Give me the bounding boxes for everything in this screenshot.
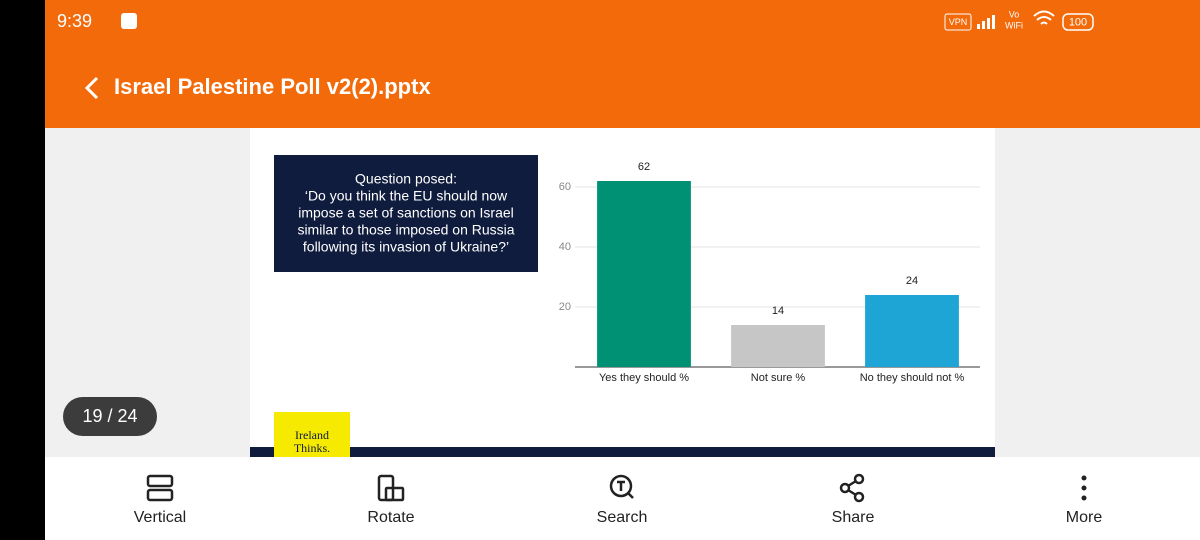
data-label: 14 xyxy=(772,305,784,317)
toolbar-button[interactable]: Share xyxy=(832,509,875,526)
page-indicator-text: 19 / 24 xyxy=(82,406,137,426)
logo-box xyxy=(274,412,350,457)
toolbar-button[interactable]: Rotate xyxy=(367,509,414,526)
toolbar xyxy=(45,457,1200,540)
question-box xyxy=(274,155,538,272)
question-line: similar to those imposed on Russia xyxy=(297,222,514,238)
vpn-badge xyxy=(944,13,972,31)
signal-icon xyxy=(977,15,995,29)
y-tick-label: 40 xyxy=(559,241,571,253)
wifi-icon xyxy=(1033,10,1055,25)
slide-footer-bar xyxy=(250,447,995,457)
chart: 20 40 60 Yes they should % 62 Not sure % 14 No … xyxy=(559,161,980,384)
logo-text: Ireland xyxy=(295,428,329,442)
status-icon xyxy=(121,13,137,29)
back-button[interactable] xyxy=(84,76,99,100)
y-tick-label: 20 xyxy=(559,301,571,313)
bar xyxy=(865,295,959,367)
status-time: 9:39 xyxy=(57,11,92,31)
vo-label: Vo xyxy=(1009,9,1020,19)
bar xyxy=(731,325,825,367)
y-tick-label: 60 xyxy=(559,181,571,193)
logo-text: Thinks. xyxy=(294,441,330,455)
more-icon xyxy=(1081,475,1087,501)
vpn-label: VPN xyxy=(949,17,968,27)
toolbar-icons xyxy=(146,473,865,503)
x-tick-label: Yes they should % xyxy=(599,372,689,384)
battery-icon xyxy=(1062,13,1094,31)
question-line: ‘Do you think the EU should now xyxy=(305,188,508,204)
question-line: impose a set of sanctions on Israel xyxy=(298,205,514,221)
battery-level: 100 xyxy=(1069,16,1087,28)
left-edge xyxy=(0,0,45,540)
app-header xyxy=(45,0,1200,128)
toolbar-button[interactable]: Vertical xyxy=(134,509,186,526)
wifi-label: WiFi xyxy=(1005,20,1023,30)
page-indicator xyxy=(63,397,157,436)
question-line: following its invasion of Ukraine?’ xyxy=(303,239,509,255)
x-tick-label: Not sure % xyxy=(751,372,806,384)
data-label: 62 xyxy=(638,161,650,173)
question-line: Question posed: xyxy=(355,171,457,187)
bar xyxy=(597,181,691,367)
document-title: Israel Palestine Poll v2(2).pptx xyxy=(114,74,431,99)
toolbar-button[interactable]: More xyxy=(1066,509,1103,526)
data-label: 24 xyxy=(906,275,918,287)
x-tick-label: No they should not % xyxy=(860,372,965,384)
toolbar-button[interactable]: Search xyxy=(597,509,648,526)
